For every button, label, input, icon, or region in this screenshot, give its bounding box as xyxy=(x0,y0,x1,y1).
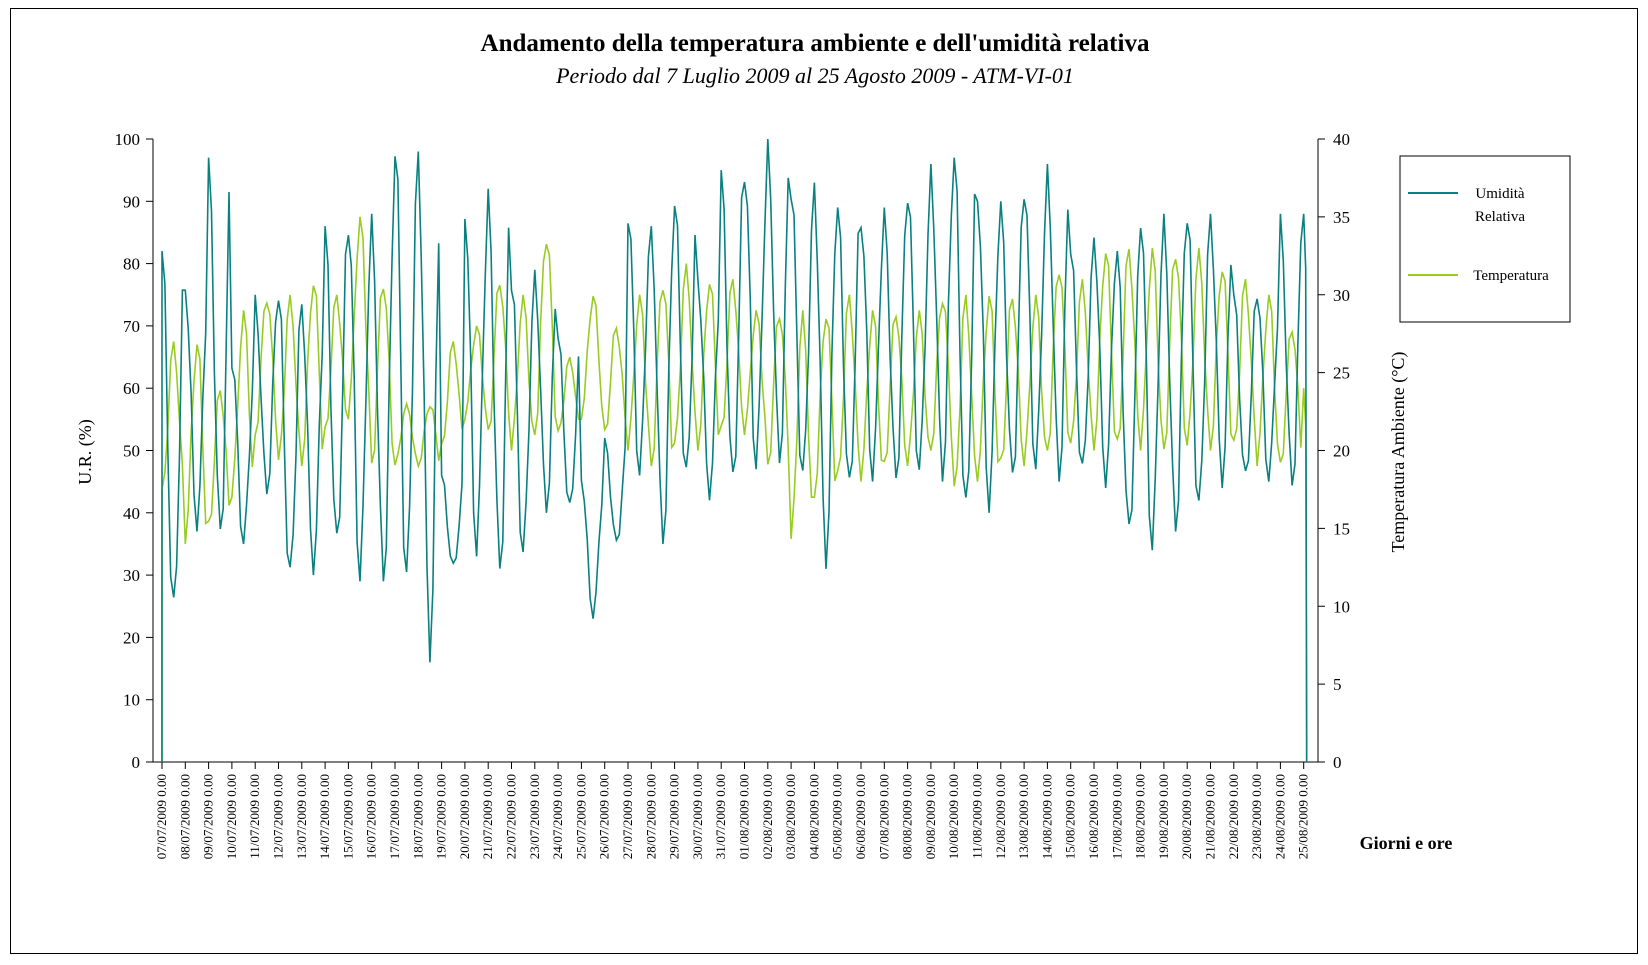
series-line-temperature xyxy=(161,216,1308,763)
x-tick-label: 27/07/2009 0.00 xyxy=(620,774,635,859)
series-layer xyxy=(161,138,1308,763)
x-tick-label: 08/08/2009 0.00 xyxy=(900,774,915,859)
x-tick-label: 05/08/2009 0.00 xyxy=(830,774,845,859)
y-right-tick-label: 20 xyxy=(1333,442,1350,461)
x-tick-label: 31/07/2009 0.00 xyxy=(713,774,728,859)
y-left-tick-label: 90 xyxy=(123,192,140,211)
chart-title: Andamento della temperatura ambiente e d… xyxy=(481,30,1150,57)
y-left-tick-label: 80 xyxy=(123,255,140,274)
y-right-tick-label: 30 xyxy=(1333,286,1350,305)
x-tick-label: 09/08/2009 0.00 xyxy=(923,774,938,859)
x-tick-label: 13/08/2009 0.00 xyxy=(1016,774,1031,859)
legend-box xyxy=(1399,155,1571,323)
y-right-tick-label: 25 xyxy=(1333,364,1350,383)
y-right-tick-label: 5 xyxy=(1333,675,1342,694)
x-tick-label: 14/07/2009 0.00 xyxy=(317,774,332,859)
x-tick-label: 22/08/2009 0.00 xyxy=(1226,774,1241,859)
x-tick-label: 17/08/2009 0.00 xyxy=(1109,774,1124,859)
y-left-tick-label: 100 xyxy=(115,130,141,149)
y-left-tick-label: 60 xyxy=(123,379,140,398)
y-left-tick-label: 20 xyxy=(123,628,140,647)
y-left-tick-label: 30 xyxy=(123,566,140,585)
x-tick-label: 28/07/2009 0.00 xyxy=(643,774,658,859)
x-tick-label: 03/08/2009 0.00 xyxy=(783,774,798,859)
x-tick-label: 16/08/2009 0.00 xyxy=(1086,774,1101,859)
x-tick-label: 25/08/2009 0.00 xyxy=(1296,774,1311,859)
legend-label-humidity-2: Relativa xyxy=(1475,209,1525,225)
x-tick-label: 07/07/2009 0.00 xyxy=(154,774,169,859)
x-tick-label: 20/07/2009 0.00 xyxy=(457,774,472,859)
x-tick-label: 02/08/2009 0.00 xyxy=(760,774,775,859)
x-tick-label: 22/07/2009 0.00 xyxy=(504,774,519,859)
y-right-axis-label: Temperatura Ambiente (°C) xyxy=(1388,352,1409,553)
x-tick-label: 12/07/2009 0.00 xyxy=(271,774,286,859)
series-line-humidity xyxy=(161,138,1308,763)
x-tick-label: 01/08/2009 0.00 xyxy=(737,774,752,859)
x-tick-label: 06/08/2009 0.00 xyxy=(853,774,868,859)
x-tick-label: 11/07/2009 0.00 xyxy=(247,774,262,859)
legend: Umidità Relativa Temperatura xyxy=(1399,155,1571,323)
x-tick-label: 24/07/2009 0.00 xyxy=(550,774,565,859)
x-tick-label: 10/07/2009 0.00 xyxy=(224,774,239,859)
x-tick-label: 18/08/2009 0.00 xyxy=(1133,774,1148,859)
x-tick-label: 14/08/2009 0.00 xyxy=(1039,774,1054,859)
x-tick-label: 11/08/2009 0.00 xyxy=(970,774,985,859)
x-tick-label: 16/07/2009 0.00 xyxy=(364,774,379,859)
x-tick-label: 15/07/2009 0.00 xyxy=(340,774,355,859)
x-tick-label: 30/07/2009 0.00 xyxy=(690,774,705,859)
x-tick-label: 13/07/2009 0.00 xyxy=(294,774,309,859)
x-axis-label: Giorni e ore xyxy=(1360,833,1453,853)
y-right-tick-label: 15 xyxy=(1333,519,1350,538)
x-tick-label: 07/08/2009 0.00 xyxy=(876,774,891,859)
x-tick-label: 20/08/2009 0.00 xyxy=(1179,774,1194,859)
chart-svg: Andamento della temperatura ambiente e d… xyxy=(75,30,1571,859)
legend-label-temperature: Temperatura xyxy=(1473,268,1549,284)
y-left-tick-label: 70 xyxy=(123,317,140,336)
x-tick-label: 19/08/2009 0.00 xyxy=(1156,774,1171,859)
x-tick-label: 24/08/2009 0.00 xyxy=(1272,774,1287,859)
x-tick-label: 19/07/2009 0.00 xyxy=(434,774,449,859)
legend-label-humidity-1: Umidità xyxy=(1475,186,1525,202)
x-tick-label: 09/07/2009 0.00 xyxy=(201,774,216,859)
y-right-tick-label: 40 xyxy=(1333,130,1350,149)
y-left-tick-label: 40 xyxy=(123,504,140,523)
x-tick-label: 23/07/2009 0.00 xyxy=(527,774,542,859)
x-tick-label: 25/07/2009 0.00 xyxy=(573,774,588,859)
x-tick-label: 15/08/2009 0.00 xyxy=(1063,774,1078,859)
x-tick-label: 21/08/2009 0.00 xyxy=(1203,774,1218,859)
ticks-layer: 0 10 20 30 40 50 60 70 80 90 100 0 5 10 15 20 25 30 35 40 07… xyxy=(115,130,1351,859)
x-tick-label: 21/07/2009 0.00 xyxy=(480,774,495,859)
y-left-tick-label: 0 xyxy=(132,753,141,772)
y-left-tick-label: 50 xyxy=(123,442,140,461)
x-tick-label: 29/07/2009 0.00 xyxy=(667,774,682,859)
x-tick-label: 12/08/2009 0.00 xyxy=(993,774,1008,859)
x-tick-label: 04/08/2009 0.00 xyxy=(806,774,821,859)
x-tick-label: 17/07/2009 0.00 xyxy=(387,774,402,859)
y-left-axis-label: U.R. (%) xyxy=(75,419,96,485)
x-tick-label: 08/07/2009 0.00 xyxy=(177,774,192,859)
x-tick-label: 23/08/2009 0.00 xyxy=(1249,774,1264,859)
x-tick-label: 18/07/2009 0.00 xyxy=(410,774,425,859)
y-right-tick-label: 10 xyxy=(1333,597,1350,616)
y-right-tick-label: 0 xyxy=(1333,753,1342,772)
x-tick-label: 26/07/2009 0.00 xyxy=(597,774,612,859)
x-tick-label: 10/08/2009 0.00 xyxy=(946,774,961,859)
chart-subtitle: Periodo dal 7 Luglio 2009 al 25 Agosto 2… xyxy=(555,63,1074,88)
y-right-tick-label: 35 xyxy=(1333,208,1350,227)
chart-frame: Andamento della temperatura ambiente e d… xyxy=(10,8,1638,954)
y-left-tick-label: 10 xyxy=(123,691,140,710)
